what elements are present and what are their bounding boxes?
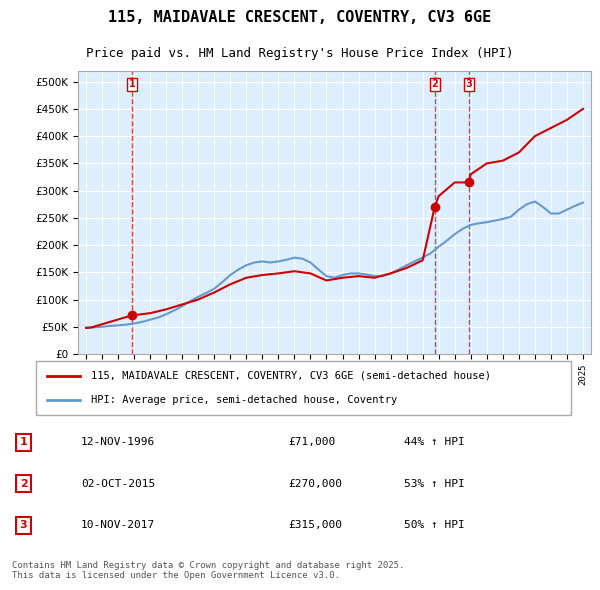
Text: 10-NOV-2017: 10-NOV-2017 [81, 520, 155, 530]
Text: 44% ↑ HPI: 44% ↑ HPI [404, 437, 464, 447]
Text: 1: 1 [128, 79, 136, 89]
Text: 115, MAIDAVALE CRESCENT, COVENTRY, CV3 6GE: 115, MAIDAVALE CRESCENT, COVENTRY, CV3 6… [109, 10, 491, 25]
Text: 3: 3 [466, 79, 472, 89]
Text: 2: 2 [431, 79, 438, 89]
Text: 2: 2 [20, 479, 28, 489]
Text: £315,000: £315,000 [289, 520, 343, 530]
Text: 50% ↑ HPI: 50% ↑ HPI [404, 520, 464, 530]
Text: Price paid vs. HM Land Registry's House Price Index (HPI): Price paid vs. HM Land Registry's House … [86, 47, 514, 60]
Text: 115, MAIDAVALE CRESCENT, COVENTRY, CV3 6GE (semi-detached house): 115, MAIDAVALE CRESCENT, COVENTRY, CV3 6… [91, 371, 491, 381]
Text: 53% ↑ HPI: 53% ↑ HPI [404, 479, 464, 489]
FancyBboxPatch shape [35, 361, 571, 415]
Text: £270,000: £270,000 [289, 479, 343, 489]
Text: £71,000: £71,000 [289, 437, 336, 447]
Text: 02-OCT-2015: 02-OCT-2015 [81, 479, 155, 489]
Text: 3: 3 [20, 520, 28, 530]
Text: Contains HM Land Registry data © Crown copyright and database right 2025.
This d: Contains HM Land Registry data © Crown c… [12, 561, 404, 581]
Text: 12-NOV-1996: 12-NOV-1996 [81, 437, 155, 447]
Text: HPI: Average price, semi-detached house, Coventry: HPI: Average price, semi-detached house,… [91, 395, 397, 405]
Text: 1: 1 [20, 437, 28, 447]
